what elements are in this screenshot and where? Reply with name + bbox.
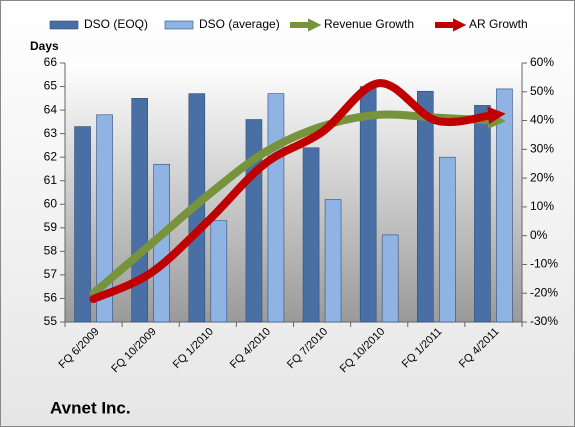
legend-swatch bbox=[49, 20, 79, 30]
bar bbox=[324, 199, 342, 323]
y-tick-label: 55 bbox=[44, 314, 58, 328]
y2-tick-label: 10% bbox=[530, 199, 554, 213]
y2-tick-label: -20% bbox=[530, 285, 558, 299]
y-axis-label: Days bbox=[30, 39, 59, 53]
y2-tick-label: 0% bbox=[530, 228, 548, 242]
y2-tick-label: 50% bbox=[530, 84, 554, 98]
y-tick-label: 64 bbox=[44, 102, 58, 116]
y-tick-label: 63 bbox=[44, 126, 58, 140]
y2-tick-label: -30% bbox=[530, 314, 558, 328]
y-tick-label: 66 bbox=[44, 55, 58, 69]
bar bbox=[245, 119, 263, 323]
bar bbox=[474, 105, 491, 323]
bar bbox=[131, 98, 148, 323]
line bbox=[89, 79, 506, 303]
y-tick-label: 61 bbox=[44, 173, 58, 187]
bar bbox=[417, 90, 434, 323]
chart-title: Avnet Inc. bbox=[50, 398, 131, 417]
legend-swatch bbox=[164, 20, 194, 30]
legend-label: Revenue Growth bbox=[324, 17, 414, 31]
bar bbox=[302, 147, 320, 323]
y-tick-label: 59 bbox=[44, 220, 58, 234]
y2-tick-label: 20% bbox=[530, 170, 554, 184]
bar bbox=[381, 234, 399, 323]
legend-label: DSO (EOQ) bbox=[84, 17, 148, 31]
y-tick-label: 60 bbox=[44, 196, 58, 210]
bar bbox=[96, 114, 113, 323]
y-tick-label: 56 bbox=[44, 291, 58, 305]
bar bbox=[359, 86, 377, 323]
y-tick-label: 62 bbox=[44, 149, 58, 163]
y-tick-label: 65 bbox=[44, 79, 58, 93]
legend-label: AR Growth bbox=[469, 17, 528, 31]
y2-tick-label: 60% bbox=[530, 55, 554, 69]
legend-label: DSO (average) bbox=[199, 17, 280, 31]
y2-tick-label: 30% bbox=[530, 142, 554, 156]
y-tick-label: 57 bbox=[44, 267, 58, 281]
y-tick-label: 58 bbox=[44, 244, 58, 258]
bar bbox=[496, 88, 513, 323]
bar bbox=[210, 220, 228, 323]
bar bbox=[267, 93, 285, 323]
y2-tick-label: 40% bbox=[530, 113, 554, 127]
y2-tick-label: -10% bbox=[530, 257, 558, 271]
bar bbox=[74, 126, 91, 323]
bar bbox=[439, 156, 456, 323]
